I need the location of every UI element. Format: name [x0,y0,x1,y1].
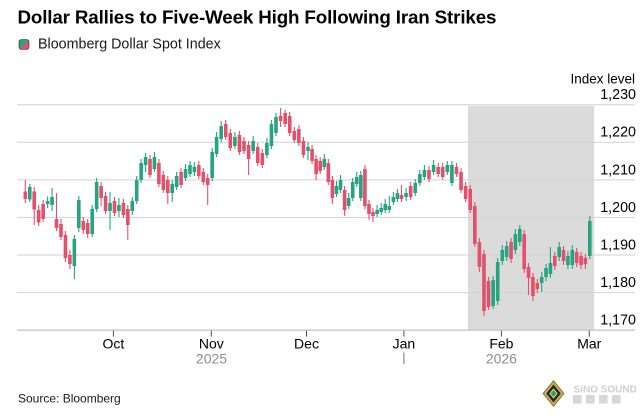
svg-text:Nov: Nov [199,336,224,352]
svg-text:Source: Bloomberg: Source: Bloomberg [18,392,121,406]
svg-text:Feb: Feb [489,336,513,352]
svg-text:Dollar Rallies to Five-Week Hi: Dollar Rallies to Five-Week High Followi… [18,7,497,28]
svg-text:1,170: 1,170 [600,313,636,329]
svg-text:Dec: Dec [294,336,319,352]
svg-text:Mar: Mar [577,336,601,352]
svg-text:Index level: Index level [570,72,635,87]
svg-text:1,190: 1,190 [600,237,636,253]
svg-text:Bloomberg Dollar Spot Index: Bloomberg Dollar Spot Index [38,37,221,53]
svg-text:2025: 2025 [196,351,227,367]
svg-text:1,220: 1,220 [600,125,636,141]
svg-text:1,230: 1,230 [600,87,636,103]
svg-text:2026: 2026 [486,351,517,367]
svg-text:Jan: Jan [393,336,416,352]
svg-text:1,210: 1,210 [600,162,636,178]
svg-text:1,180: 1,180 [600,275,636,291]
svg-text:1,200: 1,200 [600,200,636,216]
svg-text:SiNO SOUND: SiNO SOUND [574,385,637,396]
svg-text:Oct: Oct [103,336,125,352]
